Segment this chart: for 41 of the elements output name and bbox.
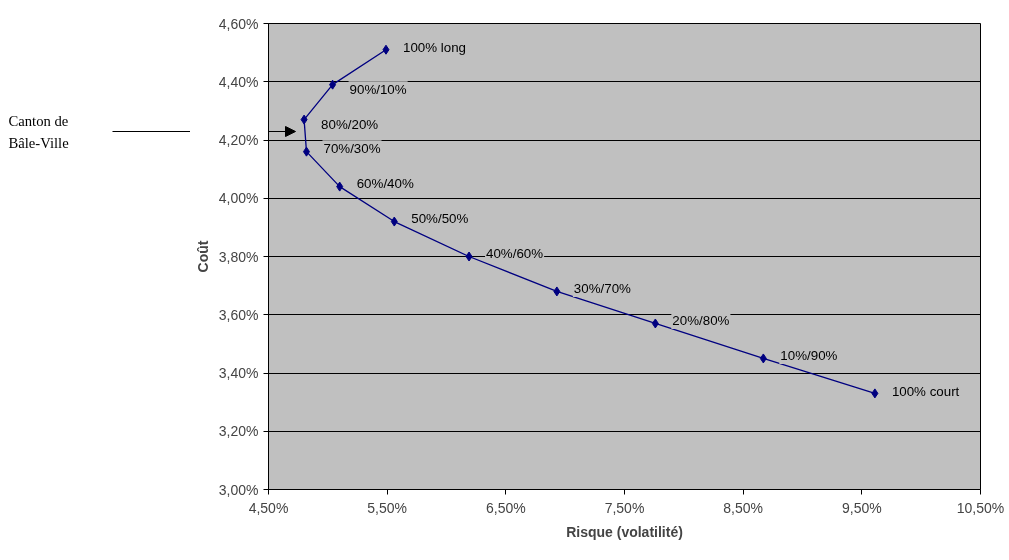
annotation: 20%/80% — [672, 312, 730, 328]
y-tick-label: 3,80% — [218, 248, 259, 265]
x-tick-label: 8,50% — [723, 499, 764, 516]
annotation: 10%/90% — [780, 347, 838, 363]
point — [300, 114, 308, 125]
annotation: 100% long — [402, 40, 466, 56]
y-tick-label: 4,00% — [218, 190, 259, 207]
point — [336, 181, 344, 192]
y-tick-label: 4,20% — [218, 132, 259, 148]
x-tick-label: 9,50% — [841, 499, 882, 516]
y-tick-label: 4,60% — [218, 15, 259, 32]
x-tick-label: 4,50% — [248, 499, 289, 516]
point — [302, 146, 310, 157]
annotation: 40%/60% — [486, 246, 544, 261]
y-tick-label: 3,20% — [218, 423, 259, 440]
point — [329, 79, 337, 90]
point — [651, 318, 659, 329]
y-tick-label: 3,60% — [218, 306, 259, 323]
point — [382, 44, 390, 55]
y-tick-label: 3,00% — [218, 481, 259, 498]
x-tick-label: 7,50% — [604, 499, 645, 516]
annotation: 50%/50% — [411, 211, 469, 227]
x-tick-label: 5,50% — [367, 499, 408, 516]
x-axis-title: Risque (volatilité) — [566, 523, 683, 540]
point — [759, 353, 767, 364]
y-axis-title: Coût — [194, 240, 211, 273]
y-tick-label: 4,40% — [218, 73, 259, 90]
annotation: 80%/20% — [321, 117, 379, 133]
annotation: 30%/70% — [573, 280, 632, 296]
annotation: 60%/40% — [356, 176, 414, 192]
annotation: 100% court — [891, 383, 960, 399]
x-tick-label: 10,50% — [956, 499, 1005, 516]
point — [553, 286, 561, 297]
annotation: 90%/10% — [349, 82, 407, 98]
y-tick-label: 3,40% — [218, 365, 259, 381]
point — [871, 388, 879, 399]
text: Canton de Bâle-Ville — [8, 112, 69, 151]
point — [465, 251, 473, 262]
annotation: 70%/30% — [323, 141, 381, 157]
x-tick-label: 6,50% — [485, 499, 526, 516]
point — [390, 216, 398, 227]
